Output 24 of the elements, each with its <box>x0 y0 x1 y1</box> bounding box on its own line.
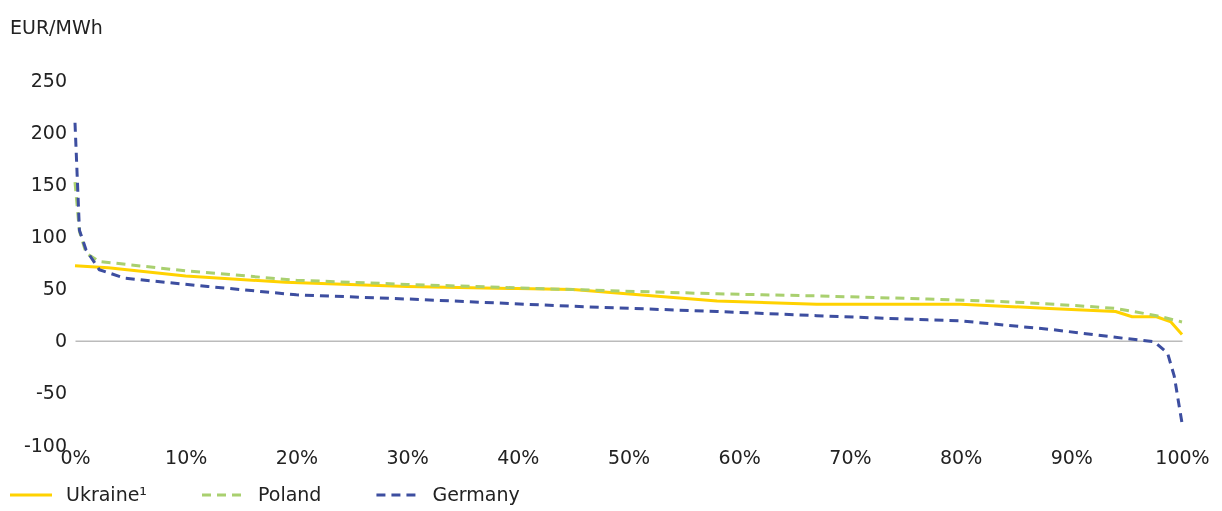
y-axis-title: EUR/MWh <box>10 16 103 38</box>
x-tick-label: 20% <box>275 446 319 469</box>
line-series <box>73 180 1184 324</box>
legend-label: Poland <box>258 483 322 505</box>
y-tick-label: 0 <box>54 329 67 352</box>
y-tick-label: 150 <box>30 172 67 195</box>
x-tick-label: 10% <box>165 446 208 469</box>
y-tick-label: 100 <box>30 225 67 248</box>
line-series <box>73 121 1184 425</box>
x-tick-label: 90% <box>1050 446 1093 469</box>
legend-label: Ukraine¹ <box>66 483 147 505</box>
y-tick-label: 50 <box>42 277 67 300</box>
x-tick-label: 80% <box>939 446 983 469</box>
line-series <box>73 264 1184 336</box>
x-tick-label: 70% <box>829 446 872 469</box>
x-tick-label: 40% <box>497 446 540 469</box>
legend-label: Germany <box>432 483 520 505</box>
y-tick-label: 200 <box>30 120 67 143</box>
x-tick-label: 50% <box>607 446 651 469</box>
y-tick-label: -50 <box>35 381 67 404</box>
x-tick-label: 100% <box>1155 446 1210 469</box>
y-tick-label: 250 <box>30 68 67 91</box>
x-tick-label: 60% <box>718 446 761 469</box>
x-tick-label: 30% <box>386 446 429 469</box>
